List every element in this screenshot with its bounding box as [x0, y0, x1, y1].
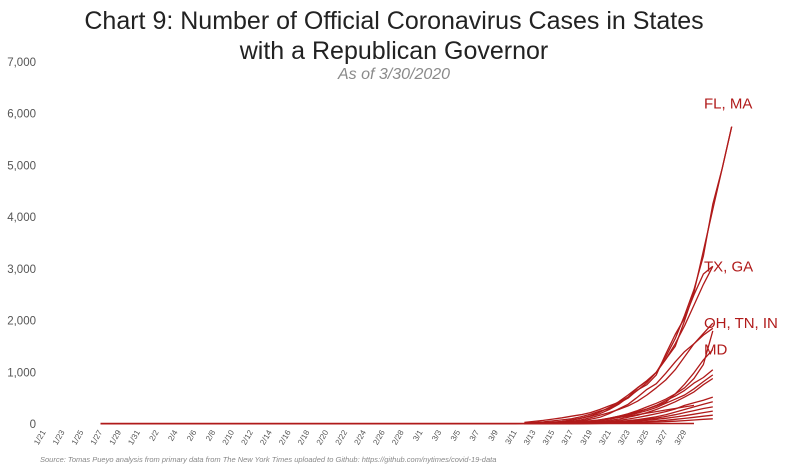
x-tick-label: 3/29	[673, 428, 689, 446]
x-axis: 1/21 1/23 1/25 1/27 1/29 1/31 2/2 2/4 2/6 2/8 2/10…	[32, 428, 688, 446]
x-tick-label: 3/1	[411, 428, 425, 443]
x-tick-label: 2/24	[352, 428, 368, 446]
x-tick-label: 3/13	[522, 428, 538, 446]
y-tick-label: 1,000	[7, 367, 36, 379]
x-tick-label: 2/2	[147, 428, 161, 443]
x-tick-label: 3/21	[597, 428, 613, 446]
x-tick-label: 2/8	[204, 428, 218, 443]
y-tick-label: 6,000	[7, 109, 36, 121]
x-tick-label: 3/3	[430, 428, 444, 443]
x-tick-label: 3/9	[487, 428, 501, 443]
x-tick-label: 3/27	[654, 428, 670, 446]
chart-subtitle: As of 3/30/2020	[337, 66, 451, 83]
x-tick-label: 2/6	[185, 428, 199, 443]
x-tick-label: 2/12	[239, 428, 255, 446]
x-tick-label: 3/25	[635, 428, 651, 446]
source-note: Source: Tomas Pueyo analysis from primar…	[40, 455, 497, 464]
y-tick-label: 4,000	[7, 212, 36, 224]
x-tick-label: 1/25	[70, 428, 86, 446]
series-annotation: MD	[704, 342, 727, 359]
x-tick-label: 2/14	[258, 428, 274, 446]
x-tick-label: 3/11	[503, 428, 519, 446]
series-line	[524, 266, 714, 425]
x-tick-label: 2/22	[334, 428, 350, 446]
x-tick-label: 2/4	[166, 428, 180, 443]
series-line	[524, 265, 714, 424]
series-annotation: OH, TN, IN	[704, 315, 778, 332]
y-tick-label: 0	[30, 419, 36, 431]
series-annotations: FL, MA TX, GA OH, TN, IN MD	[704, 95, 778, 358]
x-tick-label: 3/5	[449, 428, 463, 443]
x-tick-label: 2/10	[221, 428, 237, 446]
y-tick-label: 2,000	[7, 316, 36, 328]
y-tick-label: 5,000	[7, 160, 36, 172]
y-tick-label: 3,000	[7, 264, 36, 276]
x-tick-label: 2/18	[296, 428, 312, 446]
x-tick-label: 3/23	[616, 428, 632, 446]
y-tick-label: 7,000	[7, 57, 36, 69]
x-tick-label: 1/31	[126, 428, 142, 446]
y-axis: 0 1,000 2,000 3,000 4,000 5,000 6,000 7,000	[7, 57, 36, 431]
x-tick-label: 1/23	[51, 428, 67, 446]
x-tick-label: 1/29	[108, 428, 124, 446]
x-tick-label: 2/16	[277, 428, 293, 446]
x-tick-label: 2/26	[371, 428, 387, 446]
chart-title-line-1: Chart 9: Number of Official Coronavirus …	[84, 7, 704, 35]
chart-title-line-2: with a Republican Governor	[239, 37, 549, 65]
series-annotation: FL, MA	[704, 95, 752, 112]
series-lines	[100, 126, 733, 425]
x-tick-label: 3/15	[541, 428, 557, 446]
x-tick-label: 2/28	[390, 428, 406, 446]
x-tick-label: 1/27	[89, 428, 105, 446]
x-tick-label: 3/7	[468, 428, 482, 443]
series-annotation: TX, GA	[704, 258, 753, 275]
x-tick-label: 2/20	[315, 428, 331, 446]
chart-title: Chart 9: Number of Official Coronavirus …	[0, 6, 788, 66]
series-line	[524, 126, 733, 424]
x-tick-label: 3/19	[579, 428, 595, 446]
x-tick-label: 3/17	[560, 428, 576, 446]
